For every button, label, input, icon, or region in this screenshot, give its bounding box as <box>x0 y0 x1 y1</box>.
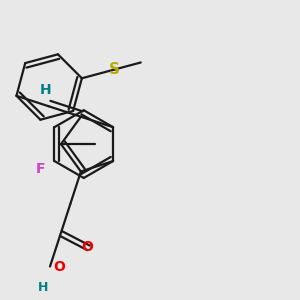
Text: H: H <box>38 281 48 294</box>
Text: S: S <box>109 62 120 77</box>
Text: O: O <box>81 240 93 254</box>
Text: F: F <box>36 162 45 176</box>
Text: H: H <box>40 83 52 97</box>
Text: O: O <box>53 260 65 274</box>
